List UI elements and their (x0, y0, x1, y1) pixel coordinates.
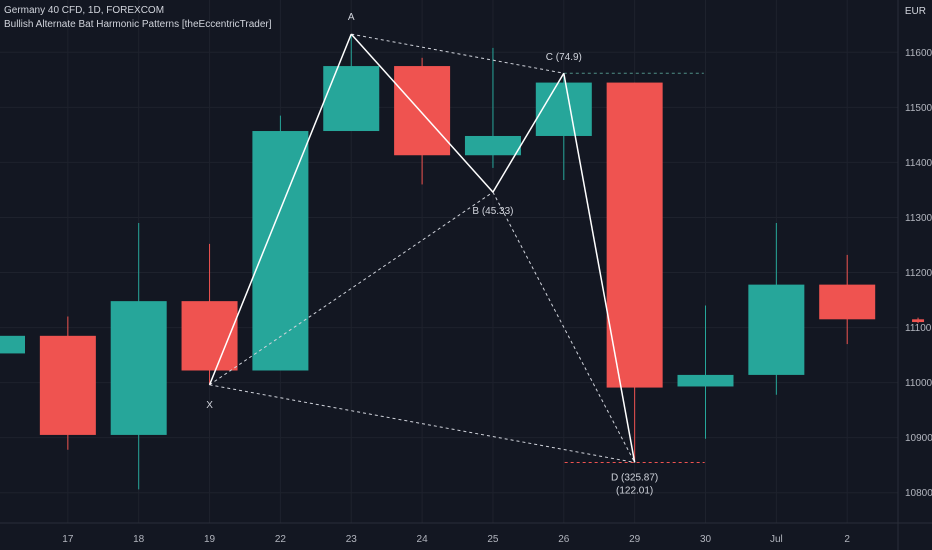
candle-body (110, 301, 167, 435)
y-tick-label: 11000.0 (905, 378, 932, 389)
pattern-dotted-ac (351, 33, 564, 74)
candle-body (323, 66, 380, 132)
pattern-dotted-bd (492, 191, 636, 463)
x-tick-label: 17 (62, 534, 74, 545)
candle-body (748, 284, 805, 375)
y-tick-label: 11300.0 (905, 213, 932, 224)
x-tick-label: 24 (417, 534, 429, 545)
y-tick-label: 11400.0 (905, 158, 932, 169)
pattern-dotted-xd (209, 384, 635, 463)
x-tick-label: 29 (629, 534, 641, 545)
harmonic-pattern (208, 33, 705, 463)
x-tick-label: 25 (487, 534, 499, 545)
x-tick-label: 2 (844, 534, 850, 545)
x-tick-label: 18 (133, 534, 145, 545)
pattern-leg-ab (350, 33, 494, 193)
label-a: A (348, 12, 355, 23)
pattern-leg-xa (208, 33, 352, 386)
candle-body (252, 131, 309, 371)
indicator-title: Bullish Alternate Bat Harmonic Patterns … (4, 19, 272, 30)
y-tick-label: 11500.0 (905, 103, 932, 114)
candles (0, 34, 925, 490)
pattern-leg-cd (563, 73, 636, 463)
x-tick-label: 30 (700, 534, 712, 545)
candle-body (181, 301, 238, 371)
candle-body (819, 284, 876, 320)
x-tick-label: 22 (275, 534, 287, 545)
y-tick-label: 11600.0 (905, 48, 932, 59)
y-tick-label: 10900.0 (905, 433, 932, 444)
symbol-title: Germany 40 CFD, 1D, FOREXCOM (4, 5, 165, 16)
x-tick-label: 19 (204, 534, 216, 545)
x-tick-label: 23 (346, 534, 358, 545)
label-b: B (45.33) (472, 206, 513, 217)
y-tick-label: 11200.0 (905, 268, 932, 279)
x-tick-label: 26 (558, 534, 570, 545)
candle-body (535, 82, 592, 136)
currency-label: EUR (904, 6, 926, 17)
candle-body (464, 135, 521, 156)
candle-body (394, 66, 451, 156)
candle-body (677, 374, 734, 387)
candle-body (39, 335, 96, 435)
y-tick-label: 11100.0 (905, 323, 932, 334)
label-c: C (74.9) (546, 52, 582, 63)
candle-body (0, 335, 25, 354)
label-x: X (206, 400, 213, 411)
pattern-leg-bc (492, 72, 565, 193)
x-tick-label: Jul (770, 534, 783, 545)
label-d-ratio: (122.01) (616, 485, 653, 496)
candle-body (912, 319, 925, 323)
legend: Germany 40 CFD, 1D, FOREXCOM Bullish Alt… (4, 4, 272, 32)
label-d: D (325.87) (611, 472, 658, 483)
y-tick-label: 10800.0 (905, 488, 932, 499)
candle-body (606, 82, 663, 388)
